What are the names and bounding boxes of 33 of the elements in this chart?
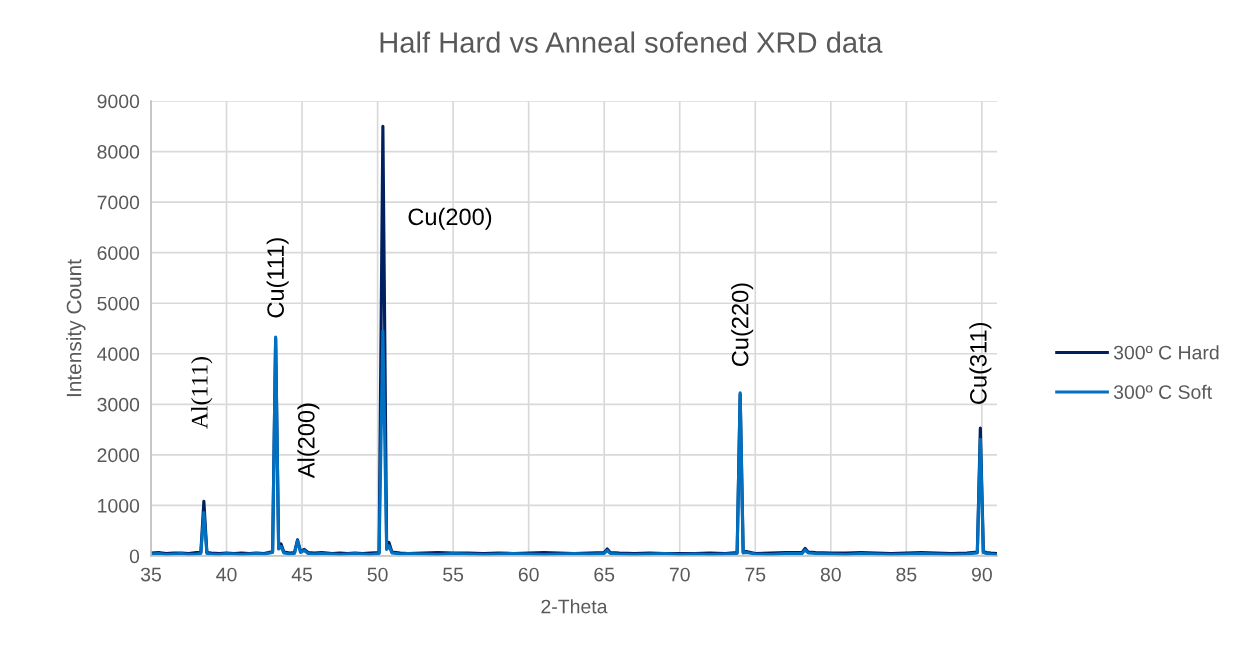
y-axis-title: Intensity Count <box>66 259 86 397</box>
x-tick-label: 65 <box>594 567 615 582</box>
annotation: Cu(111) <box>266 238 289 318</box>
annotation: Cu(311) <box>969 323 992 404</box>
x-tick-label: 50 <box>367 567 388 582</box>
y-tick-label: 3000 <box>97 397 140 412</box>
x-tick-label: 75 <box>745 567 766 582</box>
chart-title: Half Hard vs Anneal sofened XRD data <box>380 31 883 53</box>
y-tick-label: 0 <box>129 549 140 564</box>
x-tick-label: 85 <box>896 567 917 582</box>
x-axis-title: 2-Theta <box>541 599 608 614</box>
x-tick-label: 35 <box>140 567 161 582</box>
y-tick-label: 1000 <box>98 498 140 513</box>
x-tick-label: 60 <box>518 567 539 582</box>
y-tick-label: 5000 <box>97 296 140 311</box>
y-tick-label: 9000 <box>97 94 140 109</box>
y-tick-label: 7000 <box>97 195 140 210</box>
x-tick-label: 90 <box>971 567 992 582</box>
x-tick-label: 80 <box>820 567 841 582</box>
legend-label: 300º C Hard <box>1113 345 1219 360</box>
y-tick-label: 4000 <box>97 347 140 362</box>
x-tick-label: 70 <box>669 567 690 582</box>
y-tick-label: 8000 <box>97 145 140 159</box>
x-tick-label: 45 <box>291 567 313 582</box>
annotation: Al(111) <box>191 357 213 429</box>
x-tick-label: 55 <box>443 567 464 582</box>
y-tick-label: 2000 <box>97 448 140 463</box>
annotation: Cu(220) <box>731 283 754 367</box>
legend-label: 300º C Soft <box>1113 384 1212 399</box>
annotation: Cu(200) <box>408 207 492 230</box>
annotation: Al(200) <box>297 403 320 479</box>
x-tick-label: 40 <box>216 567 237 582</box>
y-tick-label: 6000 <box>97 246 140 260</box>
